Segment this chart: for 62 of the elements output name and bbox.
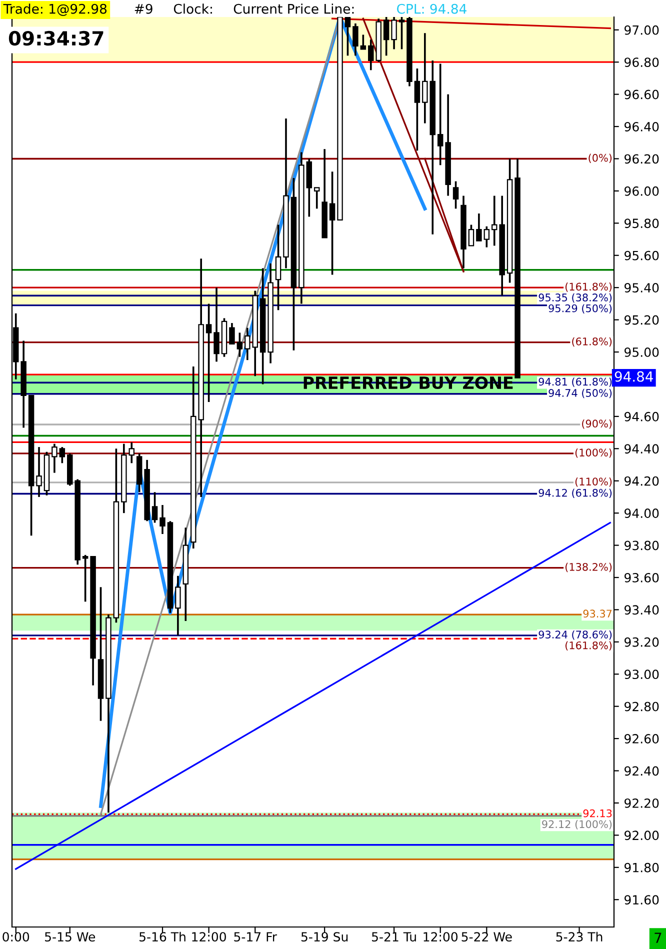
y-tick-label: 95.80 (624, 218, 659, 228)
y-tick-label: 92.00 (624, 830, 659, 840)
annotation: (161.8%) (566, 641, 612, 651)
y-tick-label: 95.00 (624, 347, 659, 357)
annotation: 09:34:37 (8, 30, 104, 46)
annotation: (90%) (582, 419, 612, 429)
x-tick-label: 5-16 Th (140, 932, 186, 942)
annotation: 94.84 (614, 371, 653, 382)
y-tick-label: 96.20 (624, 154, 659, 164)
y-tick-label: 94.00 (624, 508, 659, 518)
annotation: (100%) (575, 448, 612, 458)
text: Current Price Line: (234, 4, 354, 14)
ref-line-label: 93.24 (78.6%) (538, 630, 612, 640)
y-tick-label: 96.60 (624, 90, 659, 100)
y-tick-label: 93.80 (624, 540, 659, 550)
y-tick-label: 92.80 (624, 702, 659, 712)
x-tick-label: 12:00 (192, 932, 226, 942)
annotation: (138.2%) (566, 562, 612, 572)
y-tick-label: 93.60 (624, 572, 659, 582)
annotation: (61.8%) (572, 337, 612, 347)
y-tick-label: 96.00 (624, 186, 659, 196)
annotation: (161.8%) (566, 282, 612, 292)
text: Trade: 1@92.98 (3, 4, 107, 16)
x-tick-label: 5-15 We (45, 932, 96, 942)
ref-line-label: 94.12 (61.8%) (538, 488, 612, 498)
y-tick-label: 91.80 (624, 862, 659, 872)
x-tick-label: 5-23 Th (556, 932, 602, 942)
y-tick-label: 92.20 (624, 798, 659, 808)
annotation: (110%) (575, 477, 612, 487)
ref-line-label: 95.35 (38.2%) (538, 293, 612, 303)
y-tick-label: 96.40 (624, 122, 659, 132)
y-tick-label: 92.40 (624, 766, 659, 776)
x-tick-label: 5-19 Su (301, 932, 348, 942)
x-tick-label: 5-22 We (462, 932, 512, 942)
y-tick-label: 95.40 (624, 283, 659, 293)
y-tick-label: 95.60 (624, 250, 659, 260)
ref-line-label: 92.12 (100%) (542, 820, 612, 830)
x-tick-label: 5-21 Tu (372, 932, 416, 942)
text: Clock: (174, 4, 212, 14)
annotation: (0%) (588, 154, 612, 163)
text: #9 (134, 4, 152, 14)
y-tick-label: 91.60 (624, 895, 659, 905)
y-tick-label: 97.00 (624, 25, 659, 35)
x-tick-label: 0:00 (2, 932, 30, 942)
ref-line-label: 93.37 (583, 610, 612, 618)
ref-line-label: 94.74 (50%) (548, 388, 612, 398)
y-tick-label: 94.20 (624, 476, 659, 486)
text: CPL: 94.84 (397, 4, 466, 14)
ref-line-label: 92.13 (583, 809, 612, 818)
y-tick-label: 93.20 (624, 637, 659, 647)
y-tick-label: 96.80 (624, 58, 659, 68)
y-tick-label: 93.40 (624, 605, 659, 615)
text: 7 (654, 932, 662, 943)
ref-line-label: 95.29 (50%) (548, 304, 612, 314)
x-tick-label: 12:00 (424, 932, 458, 942)
x-tick-label: 5-17 Fr (234, 932, 277, 942)
y-tick-label: 94.60 (624, 412, 659, 422)
y-tick-label: 95.20 (624, 315, 659, 325)
y-tick-label: 93.00 (624, 670, 659, 680)
y-tick-label: 94.40 (624, 444, 659, 454)
y-tick-label: 92.60 (624, 734, 659, 744)
ref-line-label: 94.81 (61.8%) (538, 378, 612, 387)
